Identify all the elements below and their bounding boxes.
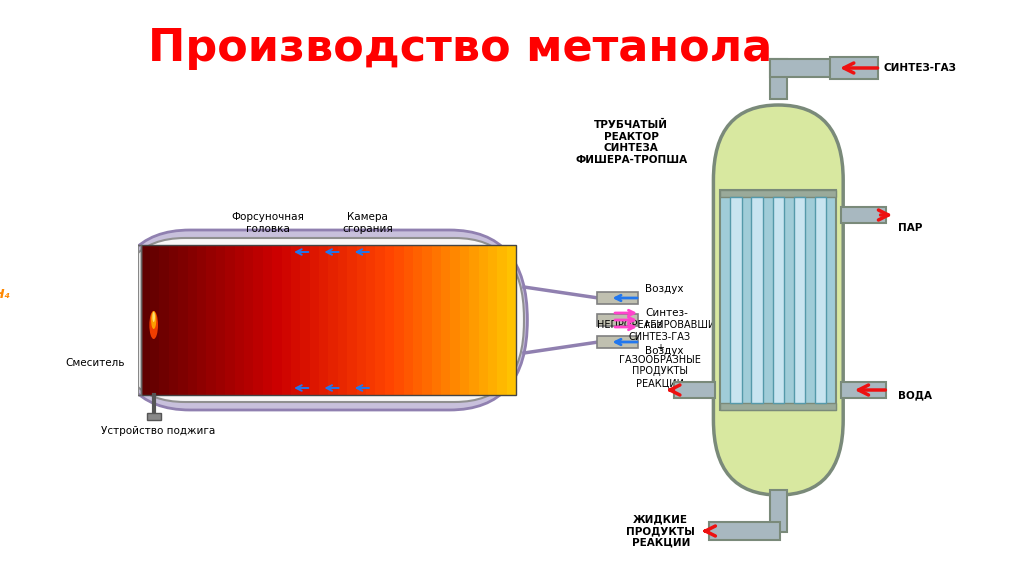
Bar <box>160 245 170 395</box>
Bar <box>329 245 339 395</box>
Bar <box>282 245 292 395</box>
Bar <box>253 245 263 395</box>
Bar <box>169 245 179 395</box>
Bar <box>460 245 470 395</box>
Bar <box>394 245 404 395</box>
Bar <box>770 490 787 532</box>
Bar <box>347 245 357 395</box>
Bar <box>187 245 198 395</box>
Text: Воздух: Воздух <box>645 346 684 356</box>
Bar <box>478 245 488 395</box>
Ellipse shape <box>153 312 155 322</box>
Bar <box>356 245 367 395</box>
Bar <box>597 292 638 304</box>
Bar <box>815 197 826 403</box>
Ellipse shape <box>152 311 157 329</box>
Bar <box>216 245 226 395</box>
Bar <box>151 245 161 395</box>
Bar <box>794 197 805 403</box>
Bar <box>146 413 161 420</box>
Bar <box>140 245 516 395</box>
Bar <box>720 403 837 410</box>
FancyBboxPatch shape <box>113 230 527 410</box>
Bar <box>842 207 887 223</box>
Text: ТРУБЧАТЫЙ
РЕАКТОР
СИНТЕЗА
ФИШЕРА-ТРОПША: ТРУБЧАТЫЙ РЕАКТОР СИНТЕЗА ФИШЕРА-ТРОПША <box>575 120 687 165</box>
FancyBboxPatch shape <box>714 105 843 495</box>
Bar <box>675 382 715 398</box>
Bar <box>773 197 784 403</box>
Bar <box>366 245 376 395</box>
Bar <box>225 245 236 395</box>
Bar <box>709 522 780 540</box>
Text: CH₄: CH₄ <box>0 289 10 301</box>
Bar <box>720 190 837 410</box>
FancyBboxPatch shape <box>116 238 524 402</box>
Text: Смеситель: Смеситель <box>66 358 125 368</box>
Bar <box>597 336 638 348</box>
Bar <box>451 245 461 395</box>
Text: Воздух: Воздух <box>645 284 684 294</box>
Bar <box>122 245 140 395</box>
Text: Производство метанола: Производство метанола <box>148 26 773 69</box>
Bar <box>263 245 273 395</box>
Bar <box>770 59 839 77</box>
Text: ПАР: ПАР <box>898 223 922 233</box>
Bar <box>272 245 283 395</box>
Text: Устройство поджига: Устройство поджига <box>101 426 215 436</box>
Bar <box>338 245 348 395</box>
Bar <box>376 245 386 395</box>
Bar <box>140 245 151 395</box>
Bar <box>197 245 207 395</box>
Text: ЖИДКИЕ
ПРОДУКТЫ
РЕАКЦИИ: ЖИДКИЕ ПРОДУКТЫ РЕАКЦИИ <box>627 514 695 548</box>
Bar <box>291 245 301 395</box>
Bar <box>730 197 741 403</box>
Bar <box>469 245 479 395</box>
Bar <box>413 245 423 395</box>
Bar <box>309 245 319 395</box>
Bar <box>770 59 787 99</box>
Text: Камера
сгорания: Камера сгорания <box>342 212 393 234</box>
Text: Форсуночная
головка: Форсуночная головка <box>231 212 304 234</box>
Bar <box>319 245 330 395</box>
Bar <box>244 245 254 395</box>
Bar <box>207 245 217 395</box>
Bar <box>498 245 508 395</box>
Text: ВОДА: ВОДА <box>898 390 932 400</box>
Bar <box>842 382 887 398</box>
Bar <box>300 245 310 395</box>
Text: НЕПРОРЕАГИРОВАВШИЙ
СИНТЕЗ-ГАЗ
+
ГАЗООБРАЗНЫЕ
ПРОДУКТЫ
РЕАКЦИИ: НЕПРОРЕАГИРОВАВШИЙ СИНТЕЗ-ГАЗ + ГАЗООБРА… <box>597 320 723 388</box>
Bar <box>178 245 188 395</box>
Bar <box>507 245 517 395</box>
Bar <box>403 245 414 395</box>
Bar <box>441 245 452 395</box>
Bar <box>385 245 395 395</box>
Bar <box>597 314 638 326</box>
Bar <box>422 245 432 395</box>
Ellipse shape <box>150 311 158 339</box>
Text: Синтез-
газ: Синтез- газ <box>645 308 688 329</box>
Bar <box>234 245 245 395</box>
Text: СИНТЕЗ-ГАЗ: СИНТЕЗ-ГАЗ <box>884 63 956 73</box>
Bar <box>432 245 442 395</box>
Bar <box>720 190 837 197</box>
Bar <box>752 197 763 403</box>
Bar <box>488 245 499 395</box>
Bar <box>830 57 878 79</box>
